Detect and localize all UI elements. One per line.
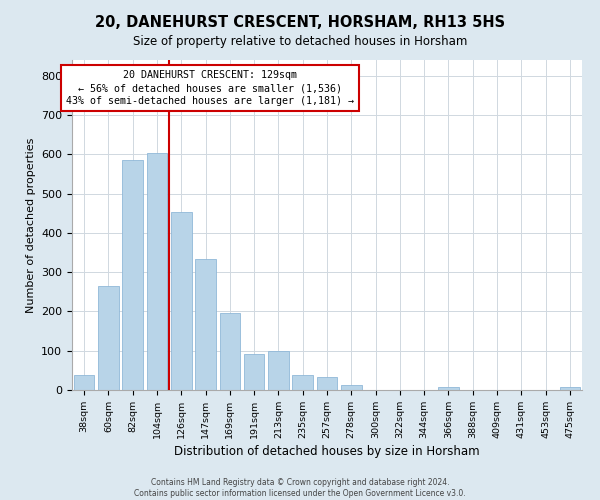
Y-axis label: Number of detached properties: Number of detached properties [26,138,35,312]
Bar [122,160,143,390]
Bar [171,212,191,390]
Bar [438,387,459,390]
Bar [74,375,94,390]
Text: Contains HM Land Registry data © Crown copyright and database right 2024.
Contai: Contains HM Land Registry data © Crown c… [134,478,466,498]
Bar [244,354,265,390]
Bar [560,387,580,390]
Bar [195,259,216,390]
Text: 20, DANEHURST CRESCENT, HORSHAM, RH13 5HS: 20, DANEHURST CRESCENT, HORSHAM, RH13 5H… [95,15,505,30]
Bar [292,375,313,390]
X-axis label: Distribution of detached houses by size in Horsham: Distribution of detached houses by size … [174,445,480,458]
Text: Size of property relative to detached houses in Horsham: Size of property relative to detached ho… [133,35,467,48]
Bar [146,154,167,390]
Bar [268,350,289,390]
Bar [98,286,119,390]
Bar [341,384,362,390]
Text: 20 DANEHURST CRESCENT: 129sqm
← 56% of detached houses are smaller (1,536)
43% o: 20 DANEHURST CRESCENT: 129sqm ← 56% of d… [66,70,354,106]
Bar [220,313,240,390]
Bar [317,376,337,390]
